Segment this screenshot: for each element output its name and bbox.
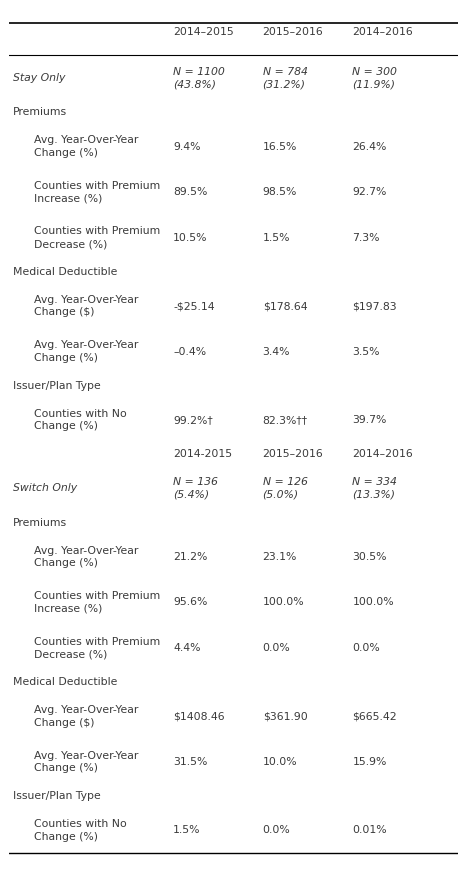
Text: Premiums: Premiums: [13, 108, 67, 117]
Text: 31.5%: 31.5%: [173, 757, 207, 767]
Text: Avg. Year-Over-Year
Change (%): Avg. Year-Over-Year Change (%): [34, 751, 138, 774]
Text: Medical Deductible: Medical Deductible: [13, 677, 117, 687]
Text: 0.01%: 0.01%: [352, 825, 387, 836]
Text: Medical Deductible: Medical Deductible: [13, 267, 117, 276]
Text: Issuer/Plan Type: Issuer/Plan Type: [13, 791, 101, 802]
Text: 30.5%: 30.5%: [352, 552, 387, 562]
Text: 2014-2015: 2014-2015: [173, 449, 232, 459]
Text: Counties with Premium
Increase (%): Counties with Premium Increase (%): [34, 181, 160, 204]
Text: Switch Only: Switch Only: [13, 484, 77, 493]
Text: Stay Only: Stay Only: [13, 74, 65, 83]
Text: 21.2%: 21.2%: [173, 552, 207, 562]
Text: 89.5%: 89.5%: [173, 187, 207, 197]
Text: 0.0%: 0.0%: [262, 825, 290, 836]
Text: 82.3%††: 82.3%††: [262, 415, 308, 425]
Text: 7.3%: 7.3%: [352, 233, 380, 242]
Text: $1408.46: $1408.46: [173, 711, 225, 722]
Text: Avg. Year-Over-Year
Change (%): Avg. Year-Over-Year Change (%): [34, 545, 138, 568]
Text: 39.7%: 39.7%: [352, 415, 387, 425]
Text: 98.5%: 98.5%: [262, 187, 297, 197]
Text: 2014–2015: 2014–2015: [173, 27, 234, 37]
Text: Counties with No
Change (%): Counties with No Change (%): [34, 409, 127, 431]
Text: 2015–2016: 2015–2016: [262, 449, 323, 459]
Text: Premiums: Premiums: [13, 518, 67, 528]
Text: $361.90: $361.90: [262, 711, 307, 722]
Text: Avg. Year-Over-Year
Change ($): Avg. Year-Over-Year Change ($): [34, 295, 138, 318]
Text: 1.5%: 1.5%: [173, 825, 200, 836]
Text: 26.4%: 26.4%: [352, 142, 387, 151]
Text: 9.4%: 9.4%: [173, 142, 200, 151]
Text: 10.5%: 10.5%: [173, 233, 207, 242]
Text: 100.0%: 100.0%: [352, 598, 394, 607]
Text: N = 784
(31.2%): N = 784 (31.2%): [262, 66, 307, 89]
Text: 16.5%: 16.5%: [262, 142, 297, 151]
Text: Avg. Year-Over-Year
Change ($): Avg. Year-Over-Year Change ($): [34, 705, 138, 728]
Text: $178.64: $178.64: [262, 301, 307, 312]
Text: 92.7%: 92.7%: [352, 187, 387, 197]
Text: Counties with Premium
Decrease (%): Counties with Premium Decrease (%): [34, 637, 160, 660]
Text: 2015–2016: 2015–2016: [262, 27, 323, 37]
Text: N = 126
(5.0%): N = 126 (5.0%): [262, 477, 307, 500]
Text: N = 136
(5.4%): N = 136 (5.4%): [173, 477, 218, 500]
Text: 0.0%: 0.0%: [352, 643, 380, 653]
Text: –0.4%: –0.4%: [173, 346, 206, 357]
Text: 95.6%: 95.6%: [173, 598, 207, 607]
Text: 2014–2016: 2014–2016: [352, 27, 413, 37]
Text: 2014–2016: 2014–2016: [352, 449, 413, 459]
Text: N = 300
(11.9%): N = 300 (11.9%): [352, 66, 397, 89]
Text: 3.5%: 3.5%: [352, 346, 380, 357]
Text: $665.42: $665.42: [352, 711, 397, 722]
Text: 0.0%: 0.0%: [262, 643, 290, 653]
Text: Counties with Premium
Decrease (%): Counties with Premium Decrease (%): [34, 227, 160, 249]
Text: 100.0%: 100.0%: [262, 598, 304, 607]
Text: -$25.14: -$25.14: [173, 301, 215, 312]
Text: $197.83: $197.83: [352, 301, 397, 312]
Text: 3.4%: 3.4%: [262, 346, 290, 357]
Text: 4.4%: 4.4%: [173, 643, 200, 653]
Text: Avg. Year-Over-Year
Change (%): Avg. Year-Over-Year Change (%): [34, 135, 138, 158]
Text: Avg. Year-Over-Year
Change (%): Avg. Year-Over-Year Change (%): [34, 340, 138, 363]
Text: Counties with No
Change (%): Counties with No Change (%): [34, 819, 127, 842]
Text: 10.0%: 10.0%: [262, 757, 297, 767]
Text: 23.1%: 23.1%: [262, 552, 297, 562]
Text: N = 1100
(43.8%): N = 1100 (43.8%): [173, 66, 225, 89]
Text: 1.5%: 1.5%: [262, 233, 290, 242]
Text: N = 334
(13.3%): N = 334 (13.3%): [352, 477, 397, 500]
Text: Counties with Premium
Increase (%): Counties with Premium Increase (%): [34, 592, 160, 614]
Text: 15.9%: 15.9%: [352, 757, 387, 767]
Text: Issuer/Plan Type: Issuer/Plan Type: [13, 381, 101, 391]
Text: 99.2%†: 99.2%†: [173, 415, 213, 425]
